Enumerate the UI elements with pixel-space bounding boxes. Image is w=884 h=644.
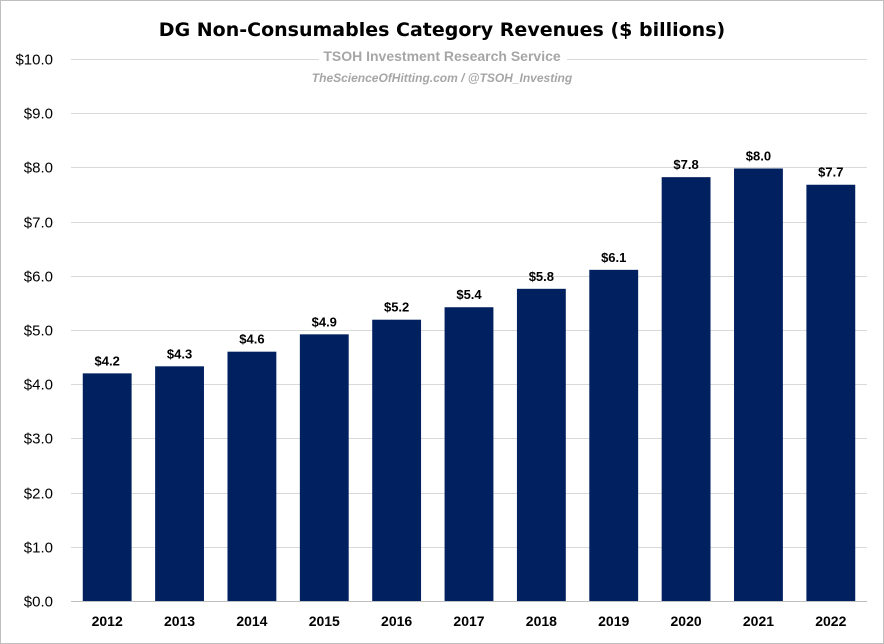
bar-2016 xyxy=(372,319,422,601)
y-tick-label: $5.0 xyxy=(24,323,53,340)
data-label-2018: $5.8 xyxy=(529,269,554,284)
data-label-2016: $5.2 xyxy=(384,300,409,315)
y-tick-label: $10.0 xyxy=(15,52,53,69)
data-label-2021: $8.0 xyxy=(746,148,771,163)
x-tick-label-2016: 2016 xyxy=(381,613,412,629)
data-label-2012: $4.2 xyxy=(95,353,120,368)
x-tick-label-2017: 2017 xyxy=(453,613,484,629)
bar-2017 xyxy=(444,307,494,601)
x-tick-label-2021: 2021 xyxy=(743,613,774,629)
x-tick-label-2020: 2020 xyxy=(671,613,702,629)
data-label-2019: $6.1 xyxy=(601,250,626,265)
bar-2014 xyxy=(227,351,277,601)
x-tick-label-2018: 2018 xyxy=(526,613,557,629)
data-label-2013: $4.3 xyxy=(167,346,192,361)
data-label-2022: $7.7 xyxy=(818,165,843,180)
y-tick-label: $0.0 xyxy=(24,594,53,611)
bar-2020 xyxy=(661,177,711,601)
y-tick-label: $1.0 xyxy=(24,540,53,557)
x-tick-label-2012: 2012 xyxy=(92,613,123,629)
bar-2015 xyxy=(299,334,349,601)
bar-2019 xyxy=(589,269,639,601)
data-label-2014: $4.6 xyxy=(239,332,264,347)
data-label-2020: $7.8 xyxy=(673,157,698,172)
x-tick-label-2014: 2014 xyxy=(236,613,267,629)
y-tick-label: $7.0 xyxy=(24,215,53,232)
y-tick-label: $8.0 xyxy=(24,160,53,177)
bar-2012 xyxy=(82,373,132,601)
x-tick-label-2015: 2015 xyxy=(309,613,340,629)
bar-2021 xyxy=(734,168,783,601)
bar-2018 xyxy=(516,288,566,601)
chart-subtitle: TSOH Investment Research Service xyxy=(323,48,561,64)
data-label-2017: $5.4 xyxy=(456,287,482,302)
bar-2022 xyxy=(806,184,856,601)
source-note: TheScienceOfHitting.com / @TSOH_Investin… xyxy=(312,71,573,85)
subtitle-background xyxy=(319,47,567,65)
y-tick-label: $6.0 xyxy=(24,269,53,286)
bar-2013 xyxy=(155,366,204,601)
y-tick-label: $2.0 xyxy=(24,486,53,503)
y-tick-label: $9.0 xyxy=(24,106,53,123)
x-tick-label-2022: 2022 xyxy=(815,613,846,629)
x-tick-label-2019: 2019 xyxy=(598,613,629,629)
y-tick-label: $4.0 xyxy=(24,377,53,394)
data-label-2015: $4.9 xyxy=(312,314,337,329)
x-tick-label-2013: 2013 xyxy=(164,613,195,629)
y-tick-label: $3.0 xyxy=(24,431,53,448)
chart-title: DG Non-Consumables Category Revenues ($ … xyxy=(159,19,725,41)
source-note-background xyxy=(323,69,563,85)
